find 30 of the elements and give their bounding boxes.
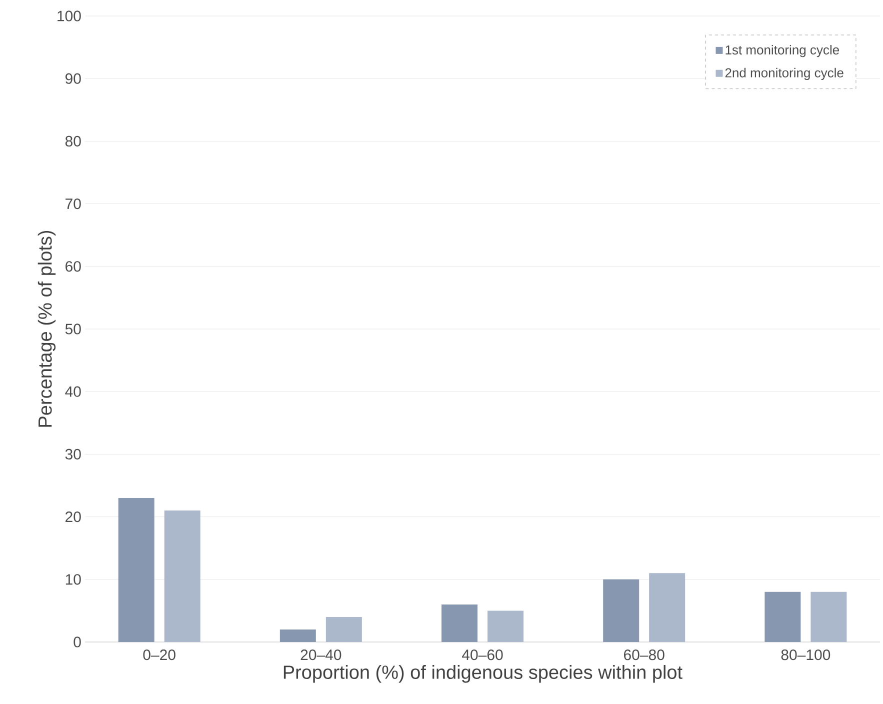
y-tick-label: 50 xyxy=(65,324,81,334)
bar xyxy=(164,510,200,642)
y-tick-label: 0 xyxy=(74,636,81,648)
x-tick-label: 20–40 xyxy=(300,650,342,660)
y-tick-label: 80 xyxy=(65,136,81,146)
x-axis-title: Proportion (%) of indigenous species within plot xyxy=(284,665,682,683)
legend-label: 2nd monitoring cycle xyxy=(725,68,844,80)
y-tick-label: 40 xyxy=(65,386,81,397)
bar xyxy=(488,610,524,642)
y-tick-label: 60 xyxy=(66,261,81,272)
y-tick-label: 70 xyxy=(66,198,81,210)
y-tick-label: 20 xyxy=(66,511,81,522)
bar xyxy=(764,592,801,642)
x-tick-label: 80–100 xyxy=(781,650,830,660)
bar xyxy=(280,629,316,642)
bar xyxy=(442,604,478,642)
y-tick-label: 100 xyxy=(58,10,81,22)
y-tick-label: 90 xyxy=(65,73,81,84)
y-tick-label: 30 xyxy=(65,448,81,460)
bar xyxy=(603,579,640,642)
bar xyxy=(810,592,847,642)
x-tick-label: 0–20 xyxy=(143,650,176,660)
legend-label: 1st monitoring cycle xyxy=(726,44,840,58)
bar xyxy=(326,616,362,642)
x-tick-label: 40–60 xyxy=(462,650,503,660)
bar xyxy=(118,498,154,642)
x-tick-label: 60–80 xyxy=(624,650,664,660)
y-tick-label: 10 xyxy=(66,574,81,585)
bar xyxy=(649,573,686,642)
y-axis-title: Percentage (% of plots) xyxy=(38,230,56,427)
